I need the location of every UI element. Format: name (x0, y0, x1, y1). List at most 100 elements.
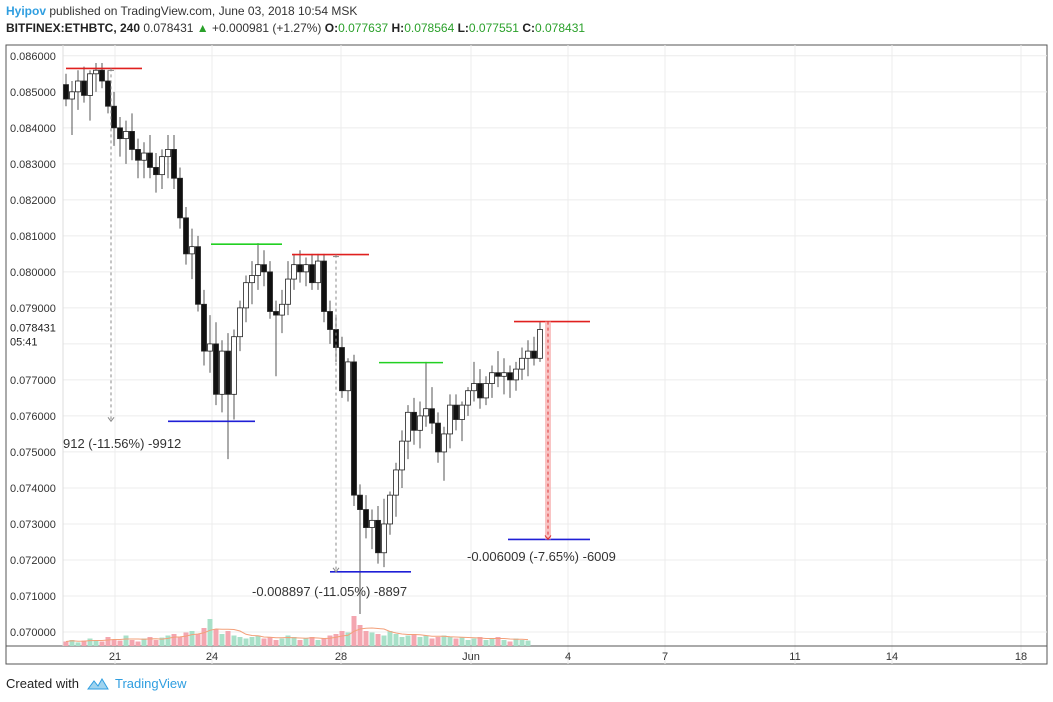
footer: Created with TradingView (6, 676, 187, 691)
volume-bar (243, 638, 249, 646)
x-tick-label: 18 (1015, 651, 1027, 663)
close-label: C: (522, 21, 535, 35)
candle-body (99, 69, 105, 82)
volume-bar (153, 640, 159, 646)
candle-body (381, 523, 387, 554)
candle-body (351, 361, 357, 496)
volume-bar (333, 634, 339, 646)
x-tick-label: 14 (886, 651, 898, 663)
candle-body (159, 156, 165, 176)
candle-body (441, 433, 447, 453)
candle-body (345, 361, 351, 392)
x-tick-label: 28 (335, 651, 347, 663)
y-tick-label: 0.070000 (10, 627, 56, 639)
volume-bar (339, 631, 345, 646)
candle-body (111, 105, 117, 129)
candle-body (267, 271, 273, 312)
candle-body (291, 264, 297, 280)
candle-body (237, 307, 243, 338)
candle-body (69, 91, 75, 100)
volume-bar (219, 634, 225, 646)
candle-body (477, 383, 483, 399)
volume-bar (93, 640, 99, 646)
candle-body (423, 408, 429, 417)
y-tick-label: 0.073000 (10, 519, 56, 531)
candle-body (273, 311, 279, 316)
candle-body (501, 372, 507, 377)
volume-bar (135, 641, 141, 646)
volume-bar (453, 638, 459, 646)
price-change: +0.000981 (+1.27%) (212, 21, 322, 35)
low-value: 0.077551 (468, 21, 519, 35)
candle-body (393, 469, 399, 496)
close-value: 0.078431 (535, 21, 586, 35)
volume-bar (303, 638, 309, 646)
symbol-label[interactable]: BITFINEX:ETHBTC, 240 (6, 21, 141, 35)
candle-body (165, 149, 171, 158)
high-value: 0.078564 (404, 21, 455, 35)
volume-bar (321, 638, 327, 646)
candle-body (327, 311, 333, 330)
candle-body (303, 264, 309, 273)
volume-bar (213, 629, 219, 646)
candle-body (315, 260, 321, 284)
volume-bar (75, 642, 81, 646)
candle-body (417, 415, 423, 431)
price-tag-bg (8, 320, 62, 349)
candle-body (435, 422, 441, 453)
price-chart[interactable]: 0.086000 0.085000 0.084000 0.083000 0.082000… (0, 0, 1053, 670)
candle-body (153, 167, 159, 176)
candle-body (363, 509, 369, 528)
volume-bar (495, 637, 501, 646)
volume-bar (399, 637, 405, 646)
volume-bar (183, 632, 189, 646)
author-link[interactable]: Hyipov (6, 4, 47, 18)
volume-bar (261, 638, 267, 646)
symbol-line: BITFINEX:ETHBTC, 240 0.078431 ▲ +0.00098… (6, 20, 585, 37)
volume-bar (375, 634, 381, 646)
low-label: L: (457, 21, 469, 35)
y-tick-label: 0.086000 (10, 51, 56, 63)
candle-body (177, 177, 183, 219)
candle-body (465, 390, 471, 406)
volume-bar (471, 638, 477, 646)
volume-bar (171, 634, 177, 646)
volume-bar (363, 631, 369, 646)
x-tick-label: 11 (789, 651, 800, 663)
candle-body (339, 347, 345, 392)
volume-bar (417, 637, 423, 646)
candle-body (75, 80, 81, 93)
y-tick-label: 0.071000 (10, 591, 56, 603)
y-tick-label: 0.085000 (10, 87, 56, 99)
candle-body (225, 350, 231, 395)
x-tick-label: 4 (565, 651, 571, 663)
candle-body (249, 275, 255, 284)
volume-bar (405, 635, 411, 646)
candle-body (87, 73, 93, 96)
candle-body (93, 69, 99, 75)
volume-bar (279, 638, 285, 646)
volume-bar (465, 640, 471, 646)
volume-bar (273, 640, 279, 646)
volume-bar (63, 641, 69, 646)
price-tag: 0.078431 (10, 322, 56, 334)
candle-body (231, 336, 237, 395)
volume-bar (87, 638, 93, 646)
candle-body (537, 329, 543, 359)
last-price: 0.078431 (143, 21, 194, 35)
candle-body (255, 264, 261, 276)
candle-body (279, 303, 285, 316)
y-tick-label: 0.079000 (10, 303, 56, 315)
measure-label-3: -0.006009 (-7.65%) -6009 (467, 549, 616, 564)
y-tick-label: 0.081000 (10, 231, 56, 243)
volume-bar (489, 638, 495, 646)
candle-body (489, 372, 495, 384)
candle-body (495, 372, 501, 377)
tradingview-link[interactable]: TradingView (114, 676, 187, 691)
volume-bar (99, 641, 105, 646)
candle-body (129, 131, 135, 150)
candle-body (429, 408, 435, 424)
volume-bar (441, 635, 447, 646)
volume-bar (129, 640, 135, 646)
measure-line-3-arrow (544, 535, 552, 541)
